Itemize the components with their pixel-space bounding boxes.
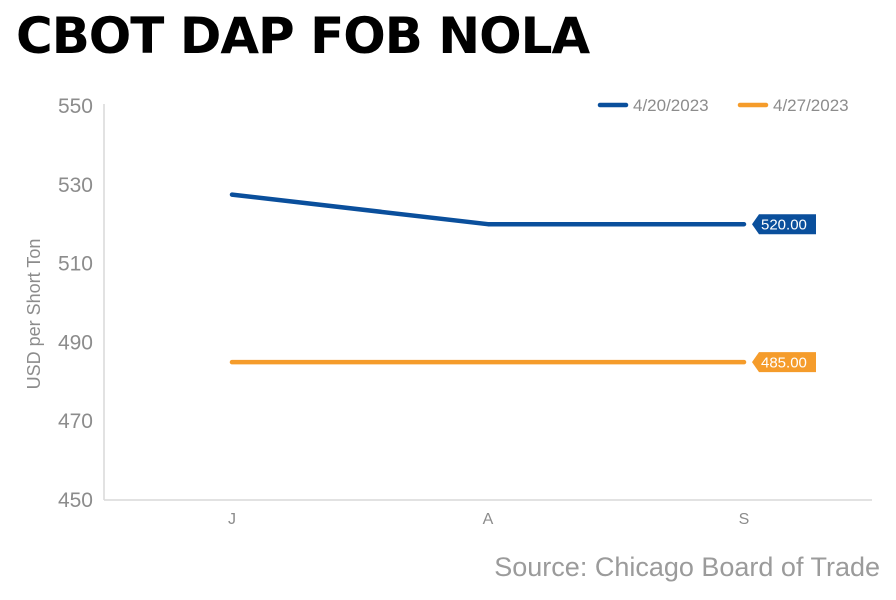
y-tick-label: 510 — [58, 253, 93, 276]
legend-label: 4/20/2023 — [633, 96, 709, 115]
y-tick-label: 490 — [58, 331, 93, 354]
y-tick-label: 550 — [58, 95, 93, 118]
end-labels: 520.00 485.00 — [752, 214, 816, 373]
y-tick-label: 450 — [58, 489, 93, 512]
end-label-text: 485.00 — [761, 355, 807, 372]
end-label-tag — [752, 214, 816, 235]
series-line — [229, 192, 747, 227]
y-tick-labels: 550 530 510 490 470 450 — [58, 95, 93, 512]
x-tick-label: A — [483, 511, 494, 528]
source-note: Source: Chicago Board of Trade — [494, 552, 880, 582]
y-tick-label: 470 — [58, 410, 93, 433]
series-layer — [229, 192, 747, 365]
y-tick-label: 530 — [58, 174, 93, 197]
x-tick-label: S — [739, 511, 750, 528]
end-label-tag — [752, 352, 816, 373]
x-tick-label: J — [228, 511, 236, 528]
chart-title: CBOT DAP FOB NOLA — [16, 7, 590, 65]
legend-label: 4/27/2023 — [773, 96, 849, 115]
y-axis-label: USD per Short Ton — [24, 239, 44, 390]
chart-legend: 4/20/2023 4/27/2023 — [597, 96, 849, 115]
end-label-text: 520.00 — [761, 217, 807, 234]
chart-axes — [103, 104, 872, 501]
